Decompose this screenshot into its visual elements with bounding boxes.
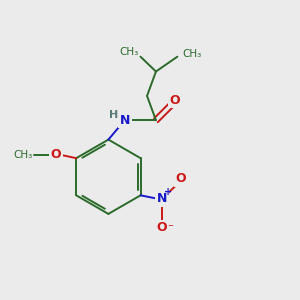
Text: +: + bbox=[164, 188, 172, 197]
Text: O: O bbox=[51, 148, 61, 161]
Text: H: H bbox=[109, 110, 118, 120]
Text: O: O bbox=[157, 221, 167, 234]
Text: CH₃: CH₃ bbox=[13, 150, 32, 160]
Text: N: N bbox=[157, 192, 167, 206]
Text: O: O bbox=[169, 94, 180, 107]
Text: O: O bbox=[176, 172, 186, 185]
Text: CH₃: CH₃ bbox=[183, 49, 202, 59]
Text: CH₃: CH₃ bbox=[120, 47, 139, 57]
Text: N: N bbox=[119, 114, 130, 127]
Text: ⁻: ⁻ bbox=[167, 223, 173, 233]
